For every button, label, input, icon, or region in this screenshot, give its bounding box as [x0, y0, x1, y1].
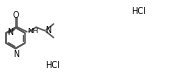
Text: HCl: HCl — [45, 61, 59, 69]
Text: NH: NH — [27, 28, 39, 34]
Text: N: N — [7, 28, 13, 37]
Text: N: N — [45, 26, 51, 35]
Text: HCl: HCl — [131, 6, 145, 16]
Text: N: N — [13, 50, 19, 59]
Text: O: O — [13, 11, 19, 20]
